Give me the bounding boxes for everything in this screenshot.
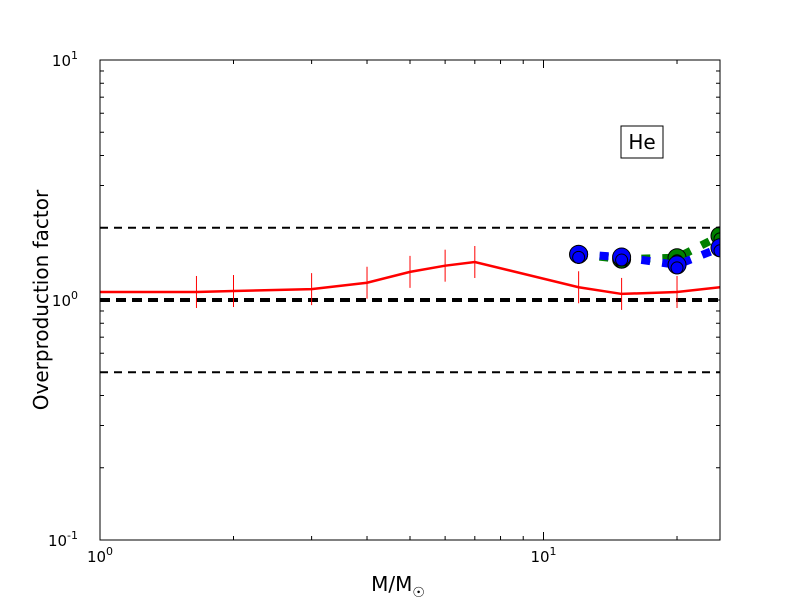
plot-area [100, 226, 720, 374]
series-line [100, 260, 720, 296]
x-tick-label: 100 [87, 545, 113, 566]
data-point-inner [713, 244, 720, 258]
annotation-label: He [628, 130, 655, 154]
annotation-box: He [620, 125, 664, 159]
y-tick-label: 10-1 [48, 529, 78, 550]
series-line [578, 244, 720, 270]
y-axis-label: Overproduction factor [29, 189, 53, 410]
y-tick-label: 100 [52, 289, 78, 310]
data-point-inner [670, 261, 684, 275]
x-tick-label: 101 [530, 545, 556, 566]
y-tick-label: 101 [52, 49, 78, 70]
ticks: 100 101 10-1 100 101 [48, 49, 720, 566]
x-axis-label: M/M☉ [371, 572, 425, 600]
data-point-inner [572, 250, 586, 264]
data-point-inner [615, 253, 629, 267]
